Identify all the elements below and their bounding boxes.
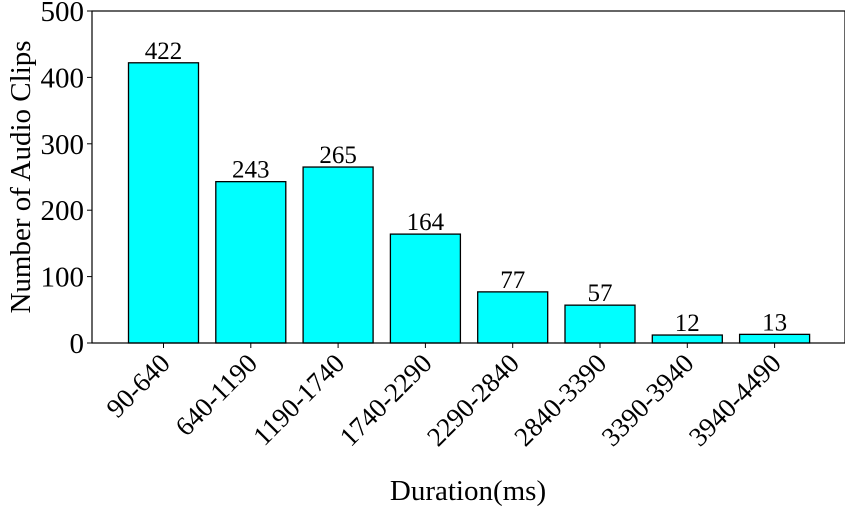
x-axis: 90-640640-11901190-17401740-22902290-284… xyxy=(100,343,787,452)
y-tick-label: 500 xyxy=(41,0,85,28)
data-label: 57 xyxy=(588,280,613,307)
plot-frame xyxy=(91,10,845,344)
data-label: 13 xyxy=(762,309,787,336)
bar xyxy=(302,166,374,344)
x-tick-label: 2290-2840 xyxy=(421,348,525,452)
y-tick-label: 300 xyxy=(41,129,85,161)
y-axis: 0 100 200 300 400 500 xyxy=(41,0,92,360)
y-axis-label: Number of Audio Clips xyxy=(5,40,37,313)
data-label: 265 xyxy=(319,142,357,169)
bar xyxy=(477,291,549,344)
y-tick-label: 100 xyxy=(41,262,85,294)
data-label: 243 xyxy=(232,157,270,184)
data-labels-group: 422 243 265 164 77 57 12 13 xyxy=(145,38,787,337)
x-tick-label: 2840-3390 xyxy=(508,348,612,452)
y-tick-label: 0 xyxy=(70,328,85,360)
data-label: 422 xyxy=(145,38,183,65)
bar xyxy=(564,304,636,344)
bar xyxy=(215,180,287,344)
x-tick-label: 90-640 xyxy=(100,348,175,423)
data-label: 77 xyxy=(500,267,525,294)
data-label: 12 xyxy=(675,310,700,337)
bar xyxy=(127,62,200,344)
bars-group xyxy=(127,62,811,344)
x-tick-label: 1740-2290 xyxy=(334,348,438,452)
y-tick-label: 200 xyxy=(41,195,85,227)
x-tick-label: 3390-3940 xyxy=(596,348,700,452)
x-tick-label: 1190-1740 xyxy=(247,348,350,451)
bar xyxy=(389,233,462,344)
y-tick-label: 400 xyxy=(41,62,85,94)
data-label: 164 xyxy=(407,209,445,236)
x-axis-label: Duration(ms) xyxy=(390,475,546,507)
x-tick-label: 3940-4490 xyxy=(683,348,787,452)
